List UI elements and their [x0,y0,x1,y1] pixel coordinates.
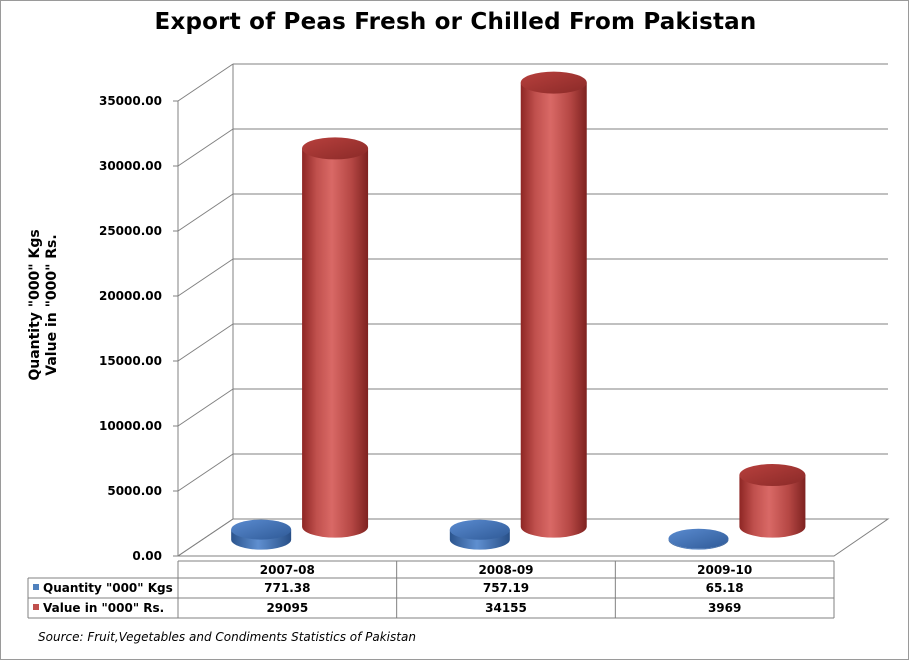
table-cell: 65.18 [706,581,744,595]
table-cell: 3969 [708,601,741,615]
bar-top [668,528,729,549]
bar-top [231,519,292,540]
bar-quantity-2007-08 [231,519,292,550]
legend-swatch [33,584,39,590]
table-cell: 29095 [266,601,308,615]
bar-value-2009-10 [739,464,806,538]
y-tick-label: 5000.00 [107,484,162,498]
bar-body [520,82,587,538]
y-tick-label: 10000.00 [99,419,162,433]
floor [176,518,890,557]
bar-top [520,71,587,94]
y-tick-label: 15000.00 [99,354,162,368]
table-category-2009-10: 2009-10 [697,563,752,577]
legend-label: Value in "000" Rs. [43,601,164,615]
table-cell: 34155 [485,601,527,615]
y-tick-label: 35000.00 [99,94,162,108]
bar-body [302,148,369,538]
gridline-side [177,323,234,362]
gridline-side [177,63,234,102]
bar-quantity-2009-10 [668,528,729,550]
source-note: Source: Fruit,Vegetables and Condiments … [38,630,416,644]
bar-value-2007-08 [302,137,369,538]
y-tick-label: 25000.00 [99,224,162,238]
gridline-side [177,258,234,297]
bar-value-2008-09 [520,71,587,538]
bar-body [739,475,806,538]
y-tick-label: 30000.00 [99,159,162,173]
table-cell: 757.19 [483,581,529,595]
gridline-side [177,388,234,427]
chart-title: Export of Peas Fresh or Chilled From Pak… [154,9,757,35]
y-tick-label: 0.00 [132,549,162,563]
table-category-2007-08: 2007-08 [260,563,315,577]
legend-label: Quantity "000" Kgs [43,581,173,595]
gridline-side [177,128,234,167]
legend-swatch [33,604,39,610]
bar-top [449,519,510,540]
table-category-2008-09: 2008-09 [478,563,533,577]
table-cell: 771.38 [264,581,310,595]
bar-top [739,464,806,487]
gridline-side [177,193,234,232]
bar-top [302,137,369,160]
bar-quantity-2008-09 [449,519,510,550]
y-tick-label: 20000.00 [99,289,162,303]
gridline-side [177,453,234,492]
